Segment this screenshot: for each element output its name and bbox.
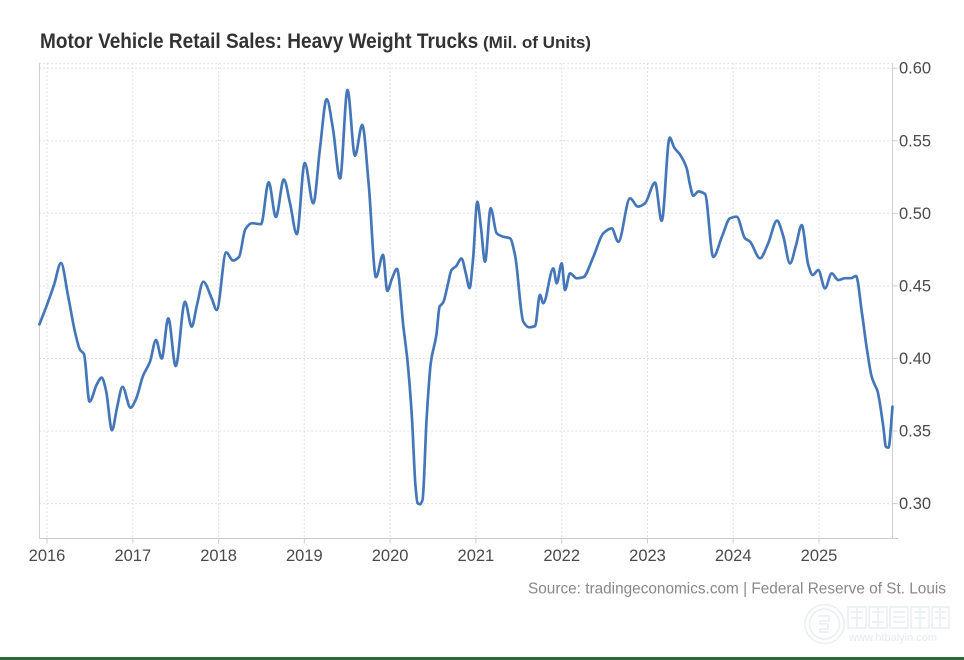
svg-text:2024: 2024 (715, 547, 752, 565)
svg-text:2023: 2023 (629, 547, 666, 565)
svg-text:2019: 2019 (286, 547, 323, 565)
svg-text:2018: 2018 (200, 547, 237, 565)
svg-text:2025: 2025 (801, 547, 838, 565)
svg-text:Motor Vehicle Retail Sales: He: Motor Vehicle Retail Sales: Heavy Weight… (40, 30, 478, 53)
svg-text:2017: 2017 (114, 547, 151, 565)
svg-text:www.htbaiyin.com: www.htbaiyin.com (848, 632, 937, 644)
svg-text:0.50: 0.50 (899, 205, 931, 223)
svg-text:2016: 2016 (29, 547, 66, 565)
svg-text:2022: 2022 (543, 547, 580, 565)
svg-text:0.55: 0.55 (899, 132, 931, 150)
svg-text:Source: tradingeconomics.com |: Source: tradingeconomics.com | Federal R… (528, 581, 946, 598)
svg-text:0.45: 0.45 (899, 277, 931, 295)
svg-text:0.35: 0.35 (899, 423, 931, 441)
svg-text:2020: 2020 (372, 547, 409, 565)
svg-text:0.40: 0.40 (899, 350, 931, 368)
svg-text:0.60: 0.60 (899, 60, 931, 78)
svg-text:0.30: 0.30 (899, 495, 931, 513)
svg-text:2021: 2021 (458, 547, 495, 565)
svg-text:(Mil. of Units): (Mil. of Units) (483, 33, 591, 52)
